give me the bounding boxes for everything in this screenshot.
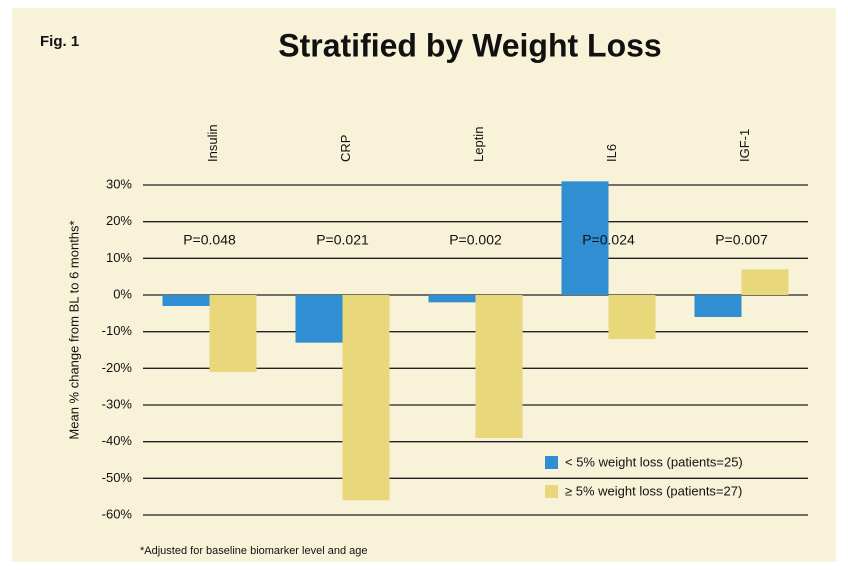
category-label: Leptin <box>471 127 486 162</box>
y-tick-label: 20% <box>106 213 132 228</box>
bar <box>342 295 390 501</box>
bar <box>162 295 210 306</box>
legend-swatch <box>545 456 558 469</box>
fig-label: Fig. 1 <box>40 33 79 50</box>
p-value-annotation: P=0.007 <box>715 232 768 248</box>
bar <box>694 295 742 317</box>
y-axis-label: Mean % change from BL to 6 months* <box>66 220 81 439</box>
y-tick-label: 10% <box>106 250 132 265</box>
y-tick-label: 0% <box>113 286 132 301</box>
bar <box>209 295 257 372</box>
y-tick-label: -10% <box>102 323 133 338</box>
category-label: Insulin <box>205 124 220 162</box>
legend-swatch <box>545 485 558 498</box>
bar <box>428 295 476 303</box>
p-value-annotation: P=0.048 <box>183 232 236 248</box>
bar <box>608 295 656 339</box>
p-value-annotation: P=0.024 <box>582 232 635 248</box>
bar <box>561 181 609 295</box>
y-tick-label: 30% <box>106 176 132 191</box>
footnote: *Adjusted for baseline biomarker level a… <box>140 545 367 557</box>
bar <box>475 295 523 438</box>
bar <box>741 269 789 295</box>
y-tick-label: -20% <box>102 360 133 375</box>
category-label: CRP <box>338 135 353 162</box>
y-tick-label: -40% <box>102 433 133 448</box>
category-label: IGF-1 <box>737 129 752 162</box>
bar <box>295 295 343 343</box>
y-tick-label: -30% <box>102 396 133 411</box>
legend-label: < 5% weight loss (patients=25) <box>565 454 743 469</box>
p-value-annotation: P=0.021 <box>316 232 369 248</box>
background <box>12 8 836 562</box>
y-tick-label: -50% <box>102 470 133 485</box>
chart-title: Stratified by Weight Loss <box>278 27 661 63</box>
y-tick-label: -60% <box>102 506 133 521</box>
category-label: IL6 <box>604 144 619 162</box>
legend-label: ≥ 5% weight loss (patients=27) <box>565 483 742 498</box>
p-value-annotation: P=0.002 <box>449 232 502 248</box>
